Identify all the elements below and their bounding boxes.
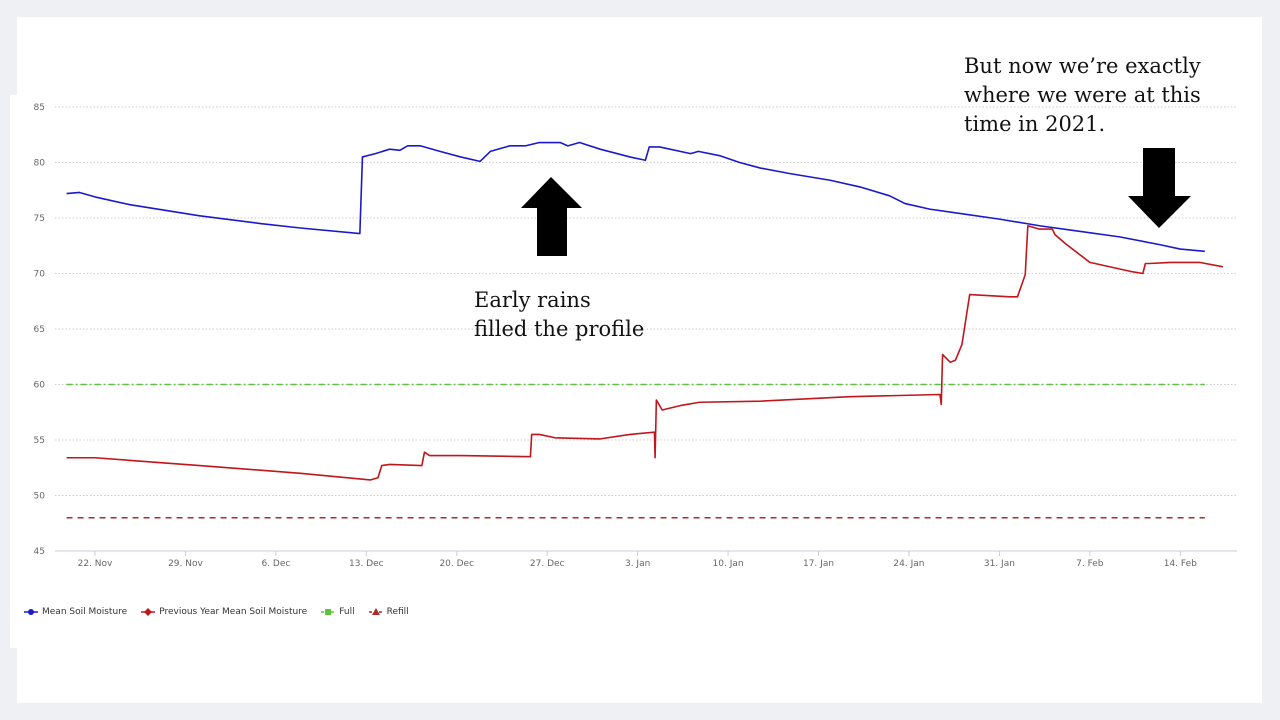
x-tick-label: 31. Jan xyxy=(984,559,1015,569)
x-tick-label: 6. Dec xyxy=(261,559,290,569)
x-tick-label: 17. Jan xyxy=(803,559,834,569)
x-tick-label: 10. Jan xyxy=(713,559,744,569)
legend-item[interactable]: Mean Soil Moisture xyxy=(24,607,127,617)
legend-label: Mean Soil Moisture xyxy=(42,607,128,617)
chart-panel xyxy=(10,95,1262,648)
y-tick-label: 70 xyxy=(34,270,46,280)
series-mean-soil-moisture xyxy=(66,141,1205,253)
x-tick-label: 22. Nov xyxy=(78,559,113,569)
x-tick-label: 3. Jan xyxy=(625,559,650,569)
y-tick-label: 60 xyxy=(34,381,46,391)
x-tick-label: 20. Dec xyxy=(439,559,474,569)
y-tick-label: 65 xyxy=(34,325,45,335)
legend-square-icon xyxy=(321,609,336,615)
y-tick-label: 75 xyxy=(34,214,45,224)
legend-label: Previous Year Mean Soil Moisture xyxy=(159,607,308,617)
series-previous-year-mean-soil-moisture xyxy=(66,224,1224,481)
chart-legend: Mean Soil Moisture Previous Year Mean Soi… xyxy=(24,607,409,617)
x-tick-label: 14. Feb xyxy=(1164,559,1197,569)
annotation-line: filled the profile xyxy=(474,317,645,341)
legend-item[interactable]: Full xyxy=(321,607,355,617)
annotation-early-rains: Early rains filled the profile xyxy=(474,286,644,344)
annotation-now: But now we’re exactly where we were at th… xyxy=(964,52,1201,139)
y-tick-label: 80 xyxy=(34,159,46,169)
annotation-line: But now we’re exactly xyxy=(964,54,1201,78)
legend-item[interactable]: Previous Year Mean Soil Moisture xyxy=(141,607,307,617)
legend-circle-icon xyxy=(24,609,38,615)
legend-diamond-icon xyxy=(141,608,156,616)
legend-label: Full xyxy=(339,607,355,617)
legend-item[interactable]: Refill xyxy=(368,607,409,617)
y-tick-label: 45 xyxy=(34,547,45,557)
legend-triangle-icon xyxy=(368,608,383,615)
x-tick-label: 13. Dec xyxy=(349,559,384,569)
y-tick-label: 55 xyxy=(34,436,45,446)
annotation-line: where we were at this xyxy=(964,83,1201,107)
y-tick-label: 85 xyxy=(34,103,45,113)
annotation-line: time in 2021. xyxy=(964,112,1106,136)
down-arrow-icon xyxy=(1128,148,1191,228)
x-tick-label: 29. Nov xyxy=(168,559,203,569)
up-arrow-icon xyxy=(521,177,582,256)
x-tick-label: 7. Feb xyxy=(1076,559,1104,569)
annotation-line: Early rains xyxy=(474,288,591,312)
y-tick-label: 50 xyxy=(34,492,46,502)
x-tick-label: 27. Dec xyxy=(530,559,565,569)
legend-label: Refill xyxy=(386,607,409,617)
x-tick-label: 24. Jan xyxy=(893,559,924,569)
